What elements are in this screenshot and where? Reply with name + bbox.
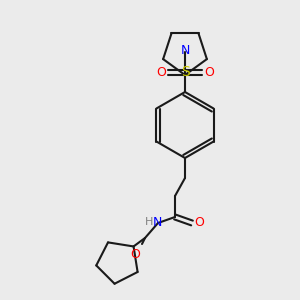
Text: O: O: [156, 65, 166, 79]
Text: O: O: [130, 248, 140, 261]
Text: O: O: [194, 217, 204, 230]
Text: S: S: [181, 65, 189, 79]
Text: H: H: [145, 217, 153, 227]
Text: O: O: [204, 65, 214, 79]
Text: N: N: [180, 44, 190, 58]
Text: N: N: [152, 215, 162, 229]
